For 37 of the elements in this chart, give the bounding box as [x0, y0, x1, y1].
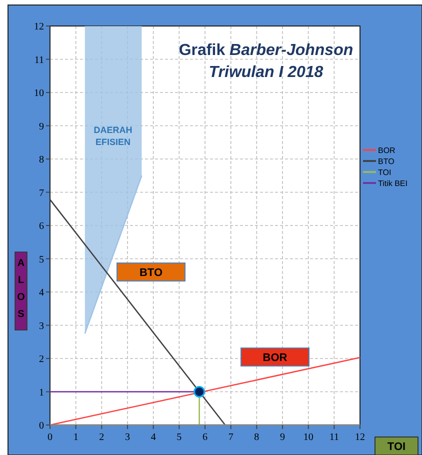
y-tick-label: 6 [39, 221, 44, 232]
x-tick-label: 0 [48, 432, 52, 443]
y-tick-label: 8 [39, 154, 44, 166]
y-tick-label: 0 [39, 420, 44, 432]
x-tick-label: 6 [202, 432, 208, 443]
legend-label: BOR [378, 146, 396, 155]
x-tick-label: 7 [228, 432, 234, 443]
y-tick-label: 9 [39, 121, 44, 132]
x-tick-label: 11 [329, 432, 339, 443]
x-tick-label: 3 [125, 432, 130, 443]
text: Triwulan I 2018 [208, 64, 324, 81]
x-tick-label: 8 [254, 432, 260, 443]
x-axis-title: TOI [387, 441, 406, 453]
annotation: DAERAH EFISIEN [94, 125, 132, 147]
y-tick-label: 2 [39, 354, 44, 365]
legend-label: BTO [378, 157, 394, 166]
y-axis-title: ALOS [17, 258, 26, 320]
x-tick-label: 1 [73, 432, 78, 443]
annotation: BTO [139, 267, 163, 279]
y-tick-label: 11 [34, 54, 44, 66]
y-tick-label: 3 [39, 320, 44, 332]
y-tick-label: 1 [39, 387, 44, 398]
x-tick-label: 5 [176, 432, 182, 443]
x-tick-label: 4 [150, 432, 156, 443]
x-tick-label: 12 [355, 432, 365, 443]
y-tick-label: 5 [39, 254, 44, 266]
x-tick-label: 9 [280, 432, 285, 443]
legend-label: TOI [378, 168, 392, 177]
y-tick-label: 4 [39, 288, 44, 298]
text: Grafik Barber-Johnson [178, 42, 354, 59]
annotation: BOR [262, 352, 288, 364]
x-tick-label: 10 [303, 432, 314, 443]
legend-label: Titik BEI [378, 179, 408, 188]
y-tick-label: 7 [39, 188, 44, 199]
x-tick-label: 2 [99, 432, 104, 443]
y-tick-label: 10 [34, 88, 44, 99]
y-tick-label: 12 [34, 22, 44, 32]
